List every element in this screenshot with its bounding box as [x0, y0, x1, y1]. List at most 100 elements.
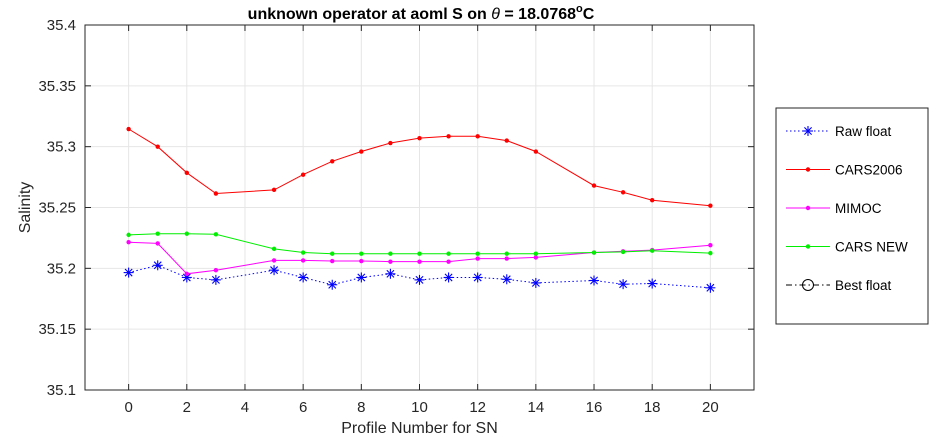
data-point-raw-float [589, 275, 600, 286]
x-tick-label: 8 [357, 399, 365, 416]
data-point-mimoc [126, 239, 131, 245]
data-point-cars2006 [620, 190, 626, 195]
x-tick-label: 2 [183, 399, 191, 416]
legend-label-best-float: Best float [835, 278, 892, 293]
legend-marker-raw-float [803, 126, 813, 136]
data-point-mimoc [417, 259, 422, 264]
series [123, 126, 716, 293]
data-point-cars-new [388, 251, 393, 256]
legend-box [775, 107, 929, 325]
legend-marker-cars2006 [805, 167, 811, 172]
series-cars-new [126, 231, 713, 256]
title-value: = 18.0768 [500, 6, 576, 23]
data-point-cars2006 [533, 149, 539, 154]
data-point-raw-float [705, 282, 716, 293]
data-point-cars-new [155, 231, 160, 236]
data-point-cars-new [708, 250, 713, 256]
title-theta: θ [491, 6, 500, 23]
data-point-raw-float [501, 274, 512, 285]
data-point-mimoc [213, 267, 219, 273]
data-point-cars2006 [708, 203, 713, 208]
x-tick-label: 20 [702, 399, 719, 416]
x-tick-label: 6 [299, 399, 307, 416]
data-point-mimoc [504, 256, 509, 261]
legend-marker-mimoc [805, 205, 811, 211]
data-point-raw-float [152, 260, 163, 271]
data-point-raw-float [298, 272, 309, 283]
data-point-cars2006 [417, 135, 422, 141]
data-point-raw-float [443, 272, 454, 283]
data-point-raw-float [385, 268, 396, 279]
series-cars2006 [126, 126, 713, 208]
data-point-cars2006 [213, 191, 219, 196]
x-axis-label: Profile Number for SN [341, 420, 498, 437]
data-point-raw-float [327, 279, 338, 290]
data-point-cars2006 [126, 126, 131, 132]
y-tick-label: 35.35 [38, 78, 76, 95]
data-point-cars-new [213, 232, 219, 237]
data-point-cars2006 [388, 140, 393, 146]
data-point-cars2006 [649, 198, 655, 203]
data-point-cars2006 [446, 134, 451, 139]
x-tick-label: 0 [124, 399, 132, 416]
title-unit: C [583, 6, 595, 23]
data-point-cars-new [504, 251, 509, 256]
data-point-mimoc [359, 258, 364, 264]
data-point-cars2006 [184, 170, 190, 176]
data-point-raw-float [210, 274, 221, 285]
data-point-cars-new [649, 248, 655, 253]
data-point-cars2006 [300, 172, 306, 177]
data-point-raw-float [647, 278, 658, 289]
legend-marker-cars-new [805, 244, 811, 249]
y-axis-label: Salinity [17, 182, 34, 234]
data-point-mimoc [300, 258, 306, 263]
series-raw-float [123, 260, 716, 293]
data-point-cars-new [330, 251, 335, 256]
data-point-mimoc [155, 241, 160, 246]
data-point-raw-float [618, 279, 629, 290]
y-tick-label: 35.25 [38, 200, 76, 217]
legend-label-cars-new: CARS NEW [835, 240, 908, 255]
data-point-cars-new [446, 251, 451, 256]
y-tick-label: 35.4 [47, 17, 76, 34]
title-degree: o [576, 3, 583, 15]
y-tick-label: 35.1 [47, 382, 76, 399]
axis-ticks: 35.1 35.15 35.2 35.25 35.3 35.35 35.4 0 2 4 6 8 10 12… [38, 17, 754, 416]
legend-label-mimoc: MIMOC [835, 201, 882, 216]
data-point-raw-float [414, 274, 425, 285]
x-tick-label: 18 [644, 399, 661, 416]
data-point-mimoc [184, 271, 190, 277]
title-prefix: unknown operator at aoml S on [248, 6, 492, 23]
data-point-cars-new [591, 250, 597, 255]
data-point-mimoc [271, 258, 277, 263]
data-point-raw-float [472, 272, 483, 283]
data-point-cars-new [533, 251, 539, 256]
legend: Raw float CARS2006 MIMOC CARS NEW Best float [775, 107, 929, 325]
series-line-cars-new [128, 233, 711, 255]
data-point-cars-new [475, 251, 480, 256]
x-tick-label: 16 [586, 399, 603, 416]
data-point-raw-float [123, 267, 134, 278]
data-point-mimoc [533, 255, 539, 260]
x-tick-label: 14 [528, 399, 545, 416]
data-point-mimoc [388, 259, 393, 264]
y-tick-label: 35.3 [47, 139, 76, 156]
data-point-cars2006 [475, 134, 480, 139]
series-line-cars2006 [128, 128, 711, 207]
data-point-mimoc [708, 243, 713, 248]
data-point-cars-new [620, 249, 626, 255]
data-point-cars2006 [359, 149, 364, 154]
data-point-mimoc [446, 259, 451, 264]
chart-title: unknown operator at aoml S on θ = 18.076… [248, 3, 595, 23]
data-point-cars-new [300, 250, 306, 255]
data-point-mimoc [330, 258, 335, 264]
data-point-cars-new [271, 246, 277, 252]
data-point-cars2006 [330, 159, 335, 164]
legend-marker-best-float [802, 279, 814, 291]
data-point-cars-new [417, 251, 422, 256]
y-tick-label: 35.15 [38, 321, 76, 338]
data-point-raw-float [269, 265, 280, 276]
legend-label-cars2006: CARS2006 [835, 163, 903, 178]
data-point-cars-new [359, 251, 364, 256]
data-point-cars2006 [155, 144, 160, 149]
